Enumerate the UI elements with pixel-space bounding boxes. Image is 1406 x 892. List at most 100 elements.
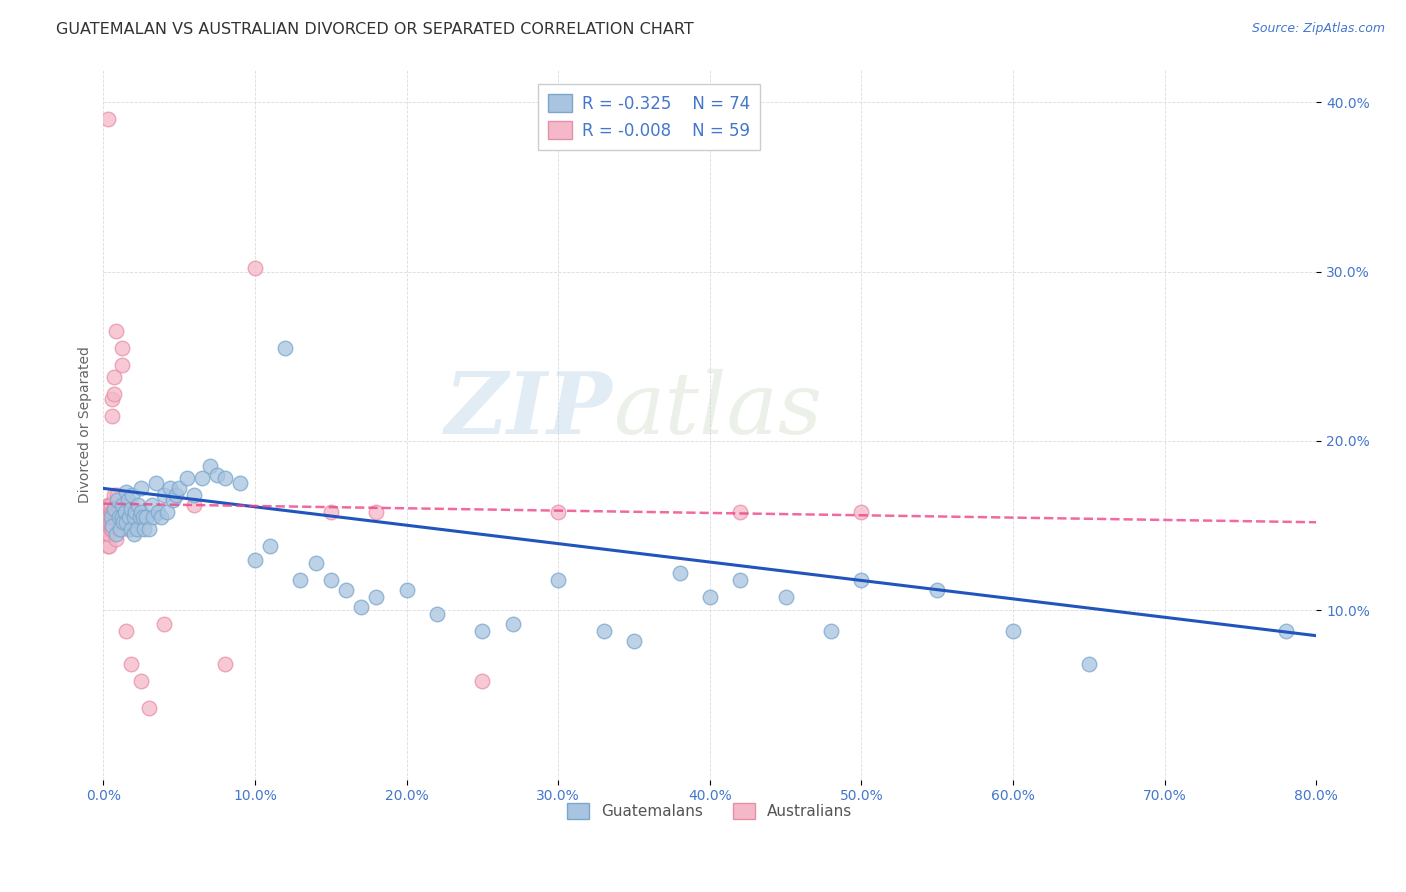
Point (103, 505, 125, 519)
Point (274, 341, 297, 355)
Point (101, 518, 124, 533)
Point (851, 573, 873, 587)
Point (97, 112, 120, 127)
Point (115, 624, 138, 638)
Point (229, 476, 252, 491)
Point (125, 522, 148, 536)
Point (100, 499, 122, 513)
Point (153, 488, 176, 502)
Point (138, 701, 160, 715)
Point (243, 552, 266, 566)
Point (205, 467, 228, 482)
Point (98, 539, 121, 553)
Point (592, 624, 614, 638)
Point (122, 510, 145, 524)
Point (114, 505, 136, 519)
Point (100, 505, 122, 519)
Point (138, 522, 160, 536)
Point (728, 573, 751, 587)
Point (97, 499, 120, 513)
Point (820, 624, 842, 638)
Legend: Guatemalans, Australians: Guatemalans, Australians (561, 797, 859, 825)
Point (98, 499, 121, 513)
Point (104, 527, 127, 541)
Point (214, 471, 236, 485)
Point (98, 527, 121, 541)
Point (103, 369, 125, 384)
Point (107, 505, 129, 519)
Text: ZIP: ZIP (444, 368, 613, 451)
Point (105, 488, 128, 502)
Point (1002, 624, 1025, 638)
Point (150, 510, 173, 524)
Point (98, 515, 121, 529)
Point (127, 499, 149, 513)
Point (350, 599, 373, 614)
Point (117, 493, 139, 508)
Point (94, 522, 117, 536)
Point (108, 522, 131, 536)
Point (728, 505, 751, 519)
Point (426, 607, 449, 621)
Point (851, 505, 873, 519)
Point (96, 505, 118, 519)
Point (110, 499, 132, 513)
Point (290, 573, 312, 587)
Text: GUATEMALAN VS AUSTRALIAN DIVORCED OR SEPARATED CORRELATION CHART: GUATEMALAN VS AUSTRALIAN DIVORCED OR SEP… (56, 22, 695, 37)
Point (146, 505, 169, 519)
Point (134, 522, 156, 536)
Point (103, 488, 125, 502)
Point (183, 499, 205, 513)
Point (97, 539, 120, 553)
Point (176, 471, 198, 485)
Point (108, 522, 131, 536)
Point (115, 515, 138, 529)
Point (112, 505, 135, 519)
Point (94, 505, 117, 519)
Point (96, 527, 118, 541)
Point (98, 510, 121, 524)
Point (319, 505, 342, 519)
Point (319, 573, 342, 587)
Point (1275, 624, 1298, 638)
Point (120, 522, 142, 536)
Point (108, 505, 131, 519)
Point (124, 505, 146, 519)
Point (547, 505, 569, 519)
Point (112, 515, 135, 529)
Point (105, 505, 128, 519)
Point (101, 522, 124, 536)
Point (243, 261, 266, 276)
Point (117, 522, 139, 536)
Point (366, 590, 388, 604)
Point (129, 674, 152, 689)
Point (129, 482, 152, 496)
Point (191, 471, 214, 485)
Point (335, 582, 357, 597)
Point (110, 510, 132, 524)
Point (103, 501, 125, 516)
Point (105, 493, 128, 508)
Point (142, 510, 165, 524)
Point (97, 522, 120, 536)
Point (214, 657, 236, 672)
Point (110, 358, 132, 372)
Point (198, 459, 221, 474)
Point (114, 505, 136, 519)
Point (135, 510, 157, 524)
Point (259, 539, 281, 553)
Point (547, 573, 569, 587)
Point (100, 515, 122, 529)
Point (115, 484, 138, 499)
Point (502, 616, 524, 631)
Point (122, 505, 145, 519)
Point (132, 510, 155, 524)
Point (121, 488, 143, 502)
Point (668, 566, 690, 580)
Point (167, 482, 190, 496)
Point (101, 409, 124, 423)
Point (623, 633, 645, 648)
Point (100, 522, 122, 536)
Point (118, 510, 141, 524)
Point (153, 616, 176, 631)
